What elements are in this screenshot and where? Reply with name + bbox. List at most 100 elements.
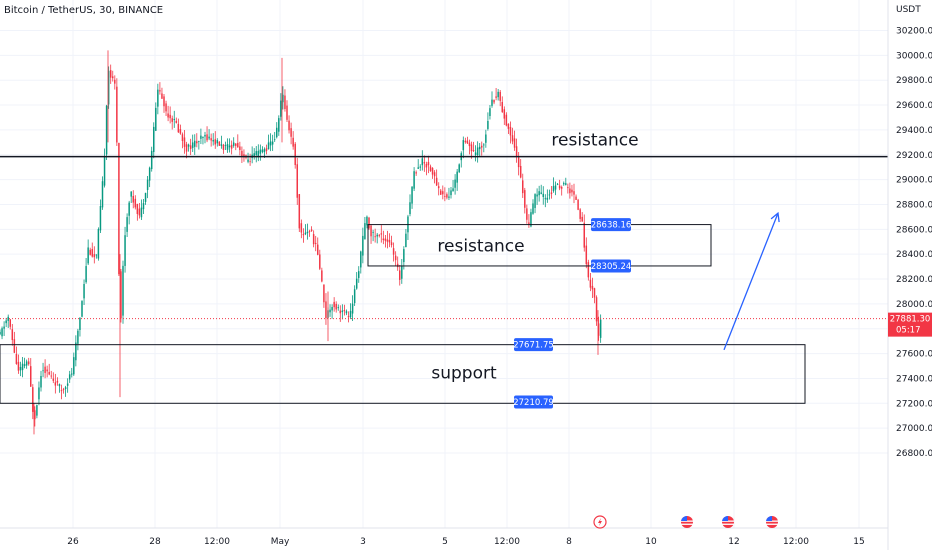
- candle-body: [255, 151, 257, 155]
- candle-body: [358, 271, 360, 278]
- candle-body: [370, 225, 372, 237]
- candle-body: [81, 301, 83, 317]
- candle-body: [497, 91, 499, 98]
- price-axis-panel[interactable]: [888, 0, 932, 550]
- candle-body: [312, 234, 315, 245]
- candle-body: [271, 141, 274, 145]
- candle-body: [353, 289, 356, 304]
- candle-body: [560, 187, 563, 189]
- support-zone-top-badge[interactable]: 27671.75: [513, 338, 554, 352]
- candle-body: [77, 330, 79, 344]
- candle-body: [99, 206, 102, 231]
- candle-body: [32, 387, 34, 412]
- candle-body: [403, 249, 405, 263]
- us-flag-icon[interactable]: [766, 515, 778, 528]
- candle-body: [399, 270, 401, 280]
- candle-body: [392, 248, 395, 255]
- candle-body: [567, 187, 569, 189]
- candle-body: [431, 167, 434, 175]
- candle-body: [280, 100, 282, 117]
- candle-body: [321, 270, 323, 282]
- candle-body: [413, 171, 415, 189]
- candle-body: [579, 209, 581, 219]
- candle-body: [253, 153, 255, 158]
- candle-body: [187, 144, 190, 147]
- resistance-zone[interactable]: [367, 224, 712, 267]
- resistance-zone-label: resistance: [437, 236, 524, 256]
- candle-body: [380, 233, 383, 235]
- candle-body: [191, 142, 194, 148]
- support-zone[interactable]: [0, 344, 806, 404]
- candle-body: [573, 191, 575, 195]
- candle-body: [319, 254, 321, 269]
- candle-body: [64, 387, 67, 390]
- candle-body: [159, 90, 161, 92]
- candle-body: [409, 202, 411, 215]
- candle-body: [278, 118, 280, 132]
- candle-body: [368, 217, 370, 229]
- candle-body: [144, 192, 147, 202]
- candle-body: [230, 144, 233, 149]
- candle-body: [204, 134, 206, 137]
- candle-body: [435, 177, 438, 186]
- resistance-zone-top-badge[interactable]: 28638.16: [591, 218, 632, 232]
- candle-body: [565, 183, 567, 185]
- y-tick-label: 29200.00: [896, 151, 932, 161]
- candle-body: [571, 189, 573, 193]
- candle-body: [563, 183, 565, 185]
- candle-body: [554, 185, 557, 190]
- candle-body: [481, 145, 483, 148]
- y-tick-label: 29000.00: [896, 176, 932, 186]
- candle-body: [101, 181, 104, 208]
- candle-body: [411, 186, 413, 204]
- candle-body: [595, 297, 598, 322]
- candle-body: [196, 141, 198, 144]
- candle-body: [75, 342, 77, 361]
- candle-body: [130, 191, 132, 197]
- candle-body: [25, 361, 28, 366]
- candle-body: [569, 188, 571, 194]
- candle-body: [345, 311, 348, 314]
- candle-body: [360, 251, 362, 268]
- us-flag-icon[interactable]: [681, 515, 693, 528]
- grid-lines: [0, 0, 888, 528]
- candle-body: [214, 139, 216, 145]
- candle-body: [173, 118, 175, 121]
- candle-body: [433, 172, 436, 177]
- candle-body: [382, 238, 385, 241]
- candle-body: [552, 186, 555, 192]
- lightning-icon[interactable]: [593, 515, 607, 529]
- candle-body: [58, 384, 61, 387]
- candle-body: [42, 370, 44, 372]
- candle-body: [34, 410, 36, 420]
- candle-body: [120, 271, 122, 319]
- candle-body: [68, 374, 71, 380]
- support-zone-bottom-badge[interactable]: 27210.79: [513, 395, 554, 409]
- candle-body: [462, 140, 465, 151]
- x-tick-label: 3: [360, 537, 366, 547]
- candle-body: [179, 129, 182, 134]
- candle-body: [513, 138, 516, 148]
- candle-body: [374, 236, 376, 238]
- candle-body: [401, 265, 403, 279]
- candle-body: [134, 198, 137, 208]
- candle-body: [489, 108, 491, 117]
- projection-arrow[interactable]: [723, 211, 780, 351]
- candle-body: [499, 91, 501, 101]
- candle-body: [206, 134, 208, 141]
- current-price-badge[interactable]: 27881.30 05:17: [888, 312, 932, 337]
- candle-body: [124, 235, 126, 266]
- resistance-zone-bottom-badge[interactable]: 28305.24: [591, 259, 632, 273]
- candle-body: [476, 147, 479, 156]
- candle-body: [56, 380, 59, 383]
- candle-body: [1, 328, 3, 337]
- candle-body: [128, 202, 130, 216]
- candle-body: [423, 162, 426, 164]
- us-flag-icon[interactable]: [722, 515, 734, 528]
- candlestick-series: [0, 50, 602, 435]
- candle-body: [503, 109, 506, 119]
- y-tick-label: 29600.00: [896, 101, 932, 111]
- candle-body: [79, 317, 81, 331]
- candle-body: [73, 357, 75, 375]
